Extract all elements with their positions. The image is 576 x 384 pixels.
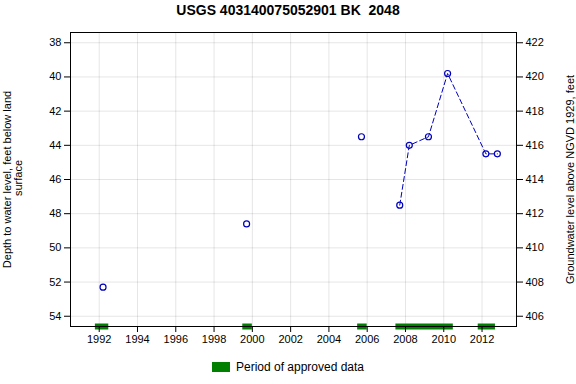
svg-text:2004: 2004 xyxy=(317,333,341,345)
svg-text:418: 418 xyxy=(526,105,544,117)
svg-text:52: 52 xyxy=(49,276,61,288)
svg-text:422: 422 xyxy=(526,36,544,48)
svg-text:414: 414 xyxy=(526,173,544,185)
svg-text:408: 408 xyxy=(526,276,544,288)
svg-text:2006: 2006 xyxy=(355,333,379,345)
svg-text:406: 406 xyxy=(526,310,544,322)
svg-text:54: 54 xyxy=(49,310,61,322)
svg-text:2012: 2012 xyxy=(470,333,494,345)
html-text:Period of approved data: Period of approved data xyxy=(236,360,364,374)
svg-text:416: 416 xyxy=(526,139,544,151)
svg-text:1992: 1992 xyxy=(87,333,111,345)
svg-text:1994: 1994 xyxy=(125,333,149,345)
svg-text:1996: 1996 xyxy=(164,333,188,345)
svg-text:420: 420 xyxy=(526,70,544,82)
svg-text:42: 42 xyxy=(49,105,61,117)
svg-text:38: 38 xyxy=(49,36,61,48)
svg-text:412: 412 xyxy=(526,207,544,219)
svg-text:Depth to water level, feet bel: Depth to water level, feet below land su… xyxy=(1,91,24,268)
svg-text:2010: 2010 xyxy=(432,333,456,345)
svg-text:46: 46 xyxy=(49,173,61,185)
svg-text:Groundwater level above NGVD 1: Groundwater level above NGVD 1929, feet xyxy=(564,75,576,284)
svg-text:1998: 1998 xyxy=(202,333,226,345)
svg-text:2000: 2000 xyxy=(240,333,264,345)
svg-text:44: 44 xyxy=(49,139,61,151)
svg-text:48: 48 xyxy=(49,207,61,219)
svg-text:40: 40 xyxy=(49,70,61,82)
html-text:USGS 403140075052901 BK 2048: USGS 403140075052901 BK 2048 xyxy=(176,2,400,18)
svg-text:2008: 2008 xyxy=(393,333,417,345)
svg-text:410: 410 xyxy=(526,241,544,253)
svg-text:50: 50 xyxy=(49,241,61,253)
svg-text:2002: 2002 xyxy=(278,333,302,345)
